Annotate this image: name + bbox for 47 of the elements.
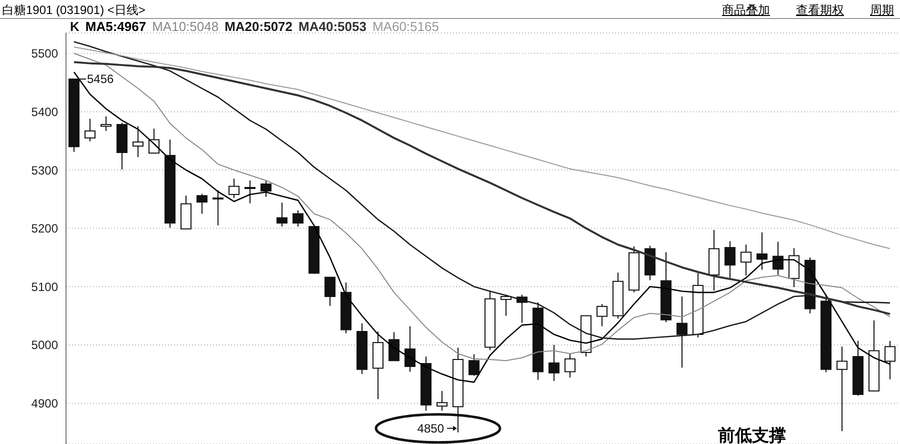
y-tick-label: 5000 — [31, 338, 58, 352]
candlestick — [84, 118, 96, 142]
text: MA60:5165 — [372, 19, 439, 34]
annotation: 5456 — [87, 72, 114, 86]
candlestick — [212, 190, 224, 226]
y-tick-label: 5500 — [31, 46, 58, 61]
text: K — [70, 19, 80, 34]
candlestick — [260, 180, 272, 198]
text: 周期 — [870, 2, 894, 19]
annotation: 4850 — [417, 421, 444, 436]
candlestick — [836, 346, 848, 432]
candlestick — [276, 202, 288, 228]
candlestick — [196, 193, 208, 214]
y-tick-label: 5300 — [31, 163, 58, 178]
text: MA40:5053 — [298, 19, 366, 34]
chart-title: 白糖1901 (031901) <日线> — [2, 2, 146, 19]
candlestick — [564, 353, 576, 378]
y-tick-label: 5100 — [31, 280, 58, 294]
annotation: 前低支撑 — [718, 425, 786, 444]
candlestick — [500, 294, 512, 316]
candlestick — [884, 340, 896, 380]
candlestick — [740, 244, 752, 276]
text: MA5:4967 — [85, 19, 146, 34]
candlestick — [292, 210, 304, 228]
line-series — [74, 46, 890, 250]
candlestick — [100, 116, 112, 132]
candlestick — [228, 178, 240, 198]
candlestick — [388, 332, 400, 362]
y-tick-label: 5400 — [31, 104, 58, 119]
candlestick — [404, 326, 416, 372]
candlestick — [324, 276, 336, 306]
text: 查看期权 — [796, 2, 844, 19]
candlestick — [788, 248, 800, 288]
candlestick — [132, 126, 144, 158]
candlestick — [548, 344, 560, 382]
candlestick — [596, 304, 608, 327]
text: 商品叠加 — [722, 2, 770, 19]
y-tick-label: 4900 — [31, 396, 58, 410]
candlestick — [724, 240, 736, 278]
text: MA10:5048 — [152, 19, 219, 34]
candlestick — [436, 390, 448, 412]
candlestick — [244, 180, 256, 204]
text: MA20:5072 — [224, 19, 293, 34]
line-series — [73, 61, 891, 315]
y-tick-label: 5200 — [31, 222, 58, 236]
candlestick — [756, 232, 768, 270]
candlestick — [468, 354, 480, 376]
